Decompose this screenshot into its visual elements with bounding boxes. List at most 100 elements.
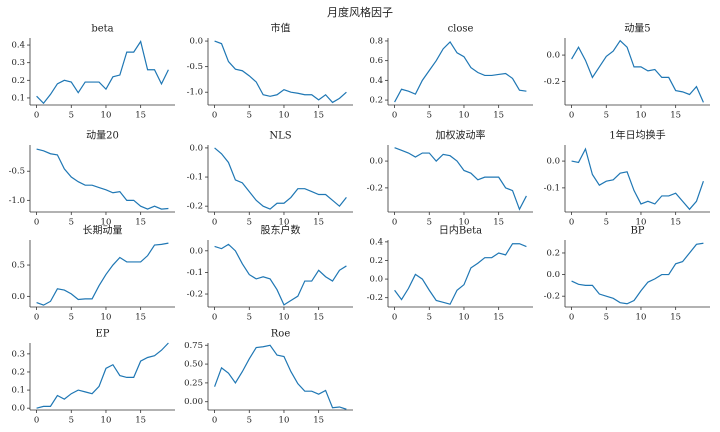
subplot-title: BP <box>630 226 644 237</box>
y-tick-label: -0.2 <box>367 293 383 303</box>
x-tick-label: 5 <box>247 416 252 426</box>
line-series <box>214 243 347 306</box>
x-tick-label: 5 <box>69 111 74 121</box>
y-tick-label: 0.0 <box>546 157 560 167</box>
subplot: beta 0.1 0.2 0.3 0.4 0 5 10 15 <box>11 24 175 121</box>
x-tick-label: 0 <box>569 111 574 121</box>
x-tick-label: 15 <box>135 313 146 323</box>
subplot: close 0.2 0.4 0.6 0.8 0 5 10 15 <box>369 24 533 121</box>
x-tick-label: 5 <box>69 218 74 228</box>
x-tick-label: 10 <box>101 111 112 121</box>
y-tick-label: 0.0 <box>546 51 560 61</box>
subplot: NLS 0.0 -0.1 -0.2 0 5 10 15 <box>187 131 353 228</box>
y-tick-label: 0.4 <box>11 41 25 51</box>
y-tick-label: 0.2 <box>369 256 383 266</box>
y-tick-label: -0.2 <box>367 183 383 193</box>
line-series <box>394 147 527 211</box>
x-tick-label: 10 <box>279 111 290 121</box>
line-series <box>394 243 527 305</box>
subplot-title: 1年日均换手 <box>609 129 665 142</box>
line-series <box>571 242 704 305</box>
subplot-title: beta <box>91 24 113 35</box>
y-tick-label: 0.3 <box>11 349 25 359</box>
x-tick-label: 5 <box>69 416 74 426</box>
y-tick-label: -0.5 <box>9 167 25 177</box>
x-tick-label: 10 <box>279 218 290 228</box>
x-tick-label: 0 <box>392 313 397 323</box>
y-tick-label: 0.3 <box>11 58 25 68</box>
x-tick-label: 15 <box>313 416 324 426</box>
y-tick-label: 0.6 <box>369 56 383 66</box>
y-tick-label: 0.00 <box>184 397 203 407</box>
y-tick-label: -0.1 <box>544 183 560 193</box>
subplot: 长期动量 0.0 0.5 0 5 10 15 <box>11 225 175 323</box>
x-tick-label: 10 <box>101 313 112 323</box>
y-tick-label: -0.2 <box>544 77 560 87</box>
x-tick-label: 15 <box>135 218 146 228</box>
subplot-title: EP <box>95 329 109 340</box>
x-tick-label: 15 <box>670 218 681 228</box>
subplot-title: 长期动量 <box>83 225 123 237</box>
y-tick-label: -0.1 <box>187 268 203 278</box>
x-tick-label: 5 <box>604 313 609 323</box>
x-tick-label: 0 <box>34 111 39 121</box>
x-tick-label: 15 <box>313 111 324 121</box>
x-tick-label: 10 <box>459 218 470 228</box>
x-tick-label: 5 <box>604 218 609 228</box>
y-tick-label: 0.75 <box>184 341 203 351</box>
y-tick-label: 0.0 <box>189 246 203 256</box>
x-tick-label: 15 <box>135 416 146 426</box>
y-tick-label: 0.0 <box>369 275 383 285</box>
subplot: 动量20 -0.5 -1.0 0 5 10 15 <box>9 130 175 228</box>
x-tick-label: 10 <box>101 416 112 426</box>
y-tick-label: 0.4 <box>369 76 383 86</box>
line-series <box>214 344 347 410</box>
x-tick-label: 5 <box>427 313 432 323</box>
x-tick-label: 15 <box>493 111 504 121</box>
y-tick-label: 0.1 <box>11 93 25 103</box>
line-series <box>36 40 169 105</box>
x-tick-label: 15 <box>670 111 681 121</box>
x-tick-label: 5 <box>247 218 252 228</box>
x-tick-label: 5 <box>247 313 252 323</box>
x-tick-label: 5 <box>604 111 609 121</box>
x-tick-label: 15 <box>493 313 504 323</box>
y-tick-label: 0.2 <box>546 248 560 258</box>
line-series <box>214 147 347 210</box>
y-tick-label: 0.0 <box>189 143 203 153</box>
x-tick-label: 0 <box>34 416 39 426</box>
x-tick-label: 10 <box>636 313 647 323</box>
line-series <box>394 40 527 103</box>
subplot: 日内Beta -0.2 0.0 0.2 0.4 0 5 10 15 <box>367 224 533 323</box>
y-tick-label: 0.0 <box>369 157 383 167</box>
subplot-title: 市值 <box>271 22 291 35</box>
figure-title: 月度风格因子 <box>327 5 393 19</box>
x-tick-label: 10 <box>101 218 112 228</box>
y-tick-label: -0.1 <box>187 173 203 183</box>
subplot: 加权波动率 0.0 -0.2 0 5 10 15 <box>367 129 533 228</box>
y-tick-label: 0.5 <box>11 261 25 271</box>
subplot-title: 股东户数 <box>261 224 301 237</box>
x-tick-label: 10 <box>279 313 290 323</box>
x-tick-label: 15 <box>135 111 146 121</box>
x-tick-label: 5 <box>69 313 74 323</box>
x-tick-label: 15 <box>313 313 324 323</box>
y-tick-label: 0.0 <box>11 404 25 414</box>
x-tick-label: 5 <box>427 111 432 121</box>
subplot-title: close <box>448 24 474 35</box>
x-tick-label: 0 <box>392 111 397 121</box>
y-tick-label: 0.8 <box>369 36 383 46</box>
y-tick-label: 0.25 <box>184 378 203 388</box>
subplot: 市值 0.0 -0.5 -1.0 0 5 10 15 <box>187 22 353 121</box>
x-tick-label: 10 <box>459 313 470 323</box>
y-tick-label: 0.0 <box>11 292 25 302</box>
x-tick-label: 0 <box>212 313 217 323</box>
subplot-title: 动量20 <box>86 130 119 142</box>
x-tick-label: 15 <box>313 218 324 228</box>
y-tick-label: -0.5 <box>187 62 203 72</box>
line-series <box>36 242 169 306</box>
x-tick-label: 10 <box>636 218 647 228</box>
y-tick-label: -1.0 <box>187 88 203 98</box>
subplot: 动量5 0.0 -0.2 0 5 10 15 <box>544 23 710 121</box>
subplot: EP 0.0 0.1 0.2 0.3 0 5 10 15 <box>11 329 175 426</box>
